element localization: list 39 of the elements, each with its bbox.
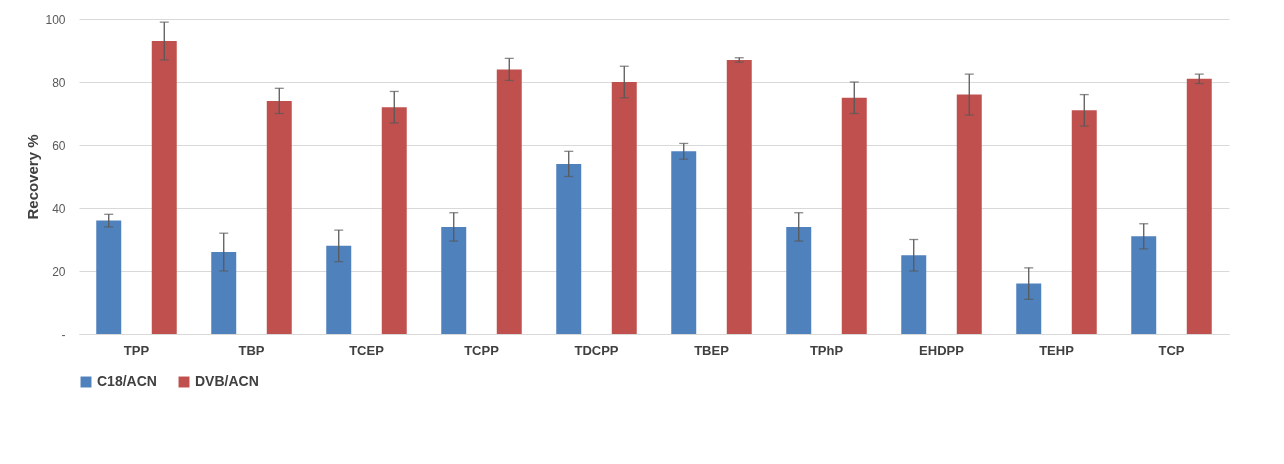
bar	[96, 220, 122, 334]
bar	[956, 94, 982, 334]
y-tick-label: 40	[52, 201, 66, 216]
y-tick-label: -	[61, 327, 66, 342]
legend-label: DVB/ACN	[195, 373, 259, 389]
legend-label: C18/ACN	[97, 373, 157, 389]
x-tick-label: TDCPP	[574, 342, 619, 358]
x-tick-label: TCEP	[349, 342, 385, 358]
bar	[496, 69, 522, 334]
y-tick-label: 80	[52, 75, 66, 90]
x-tick-label: TEHP	[1039, 342, 1075, 358]
bar	[266, 100, 292, 334]
bar	[1131, 236, 1157, 334]
bar	[901, 255, 927, 334]
bar	[726, 59, 752, 334]
y-tick-label: 60	[52, 138, 66, 153]
x-tick-label: TCP	[1158, 342, 1185, 358]
x-tick-label: TCPP	[464, 342, 500, 358]
bar	[1186, 78, 1212, 334]
bar	[1071, 110, 1097, 334]
bar	[841, 97, 867, 334]
bar	[441, 226, 467, 334]
x-tick-label: TPhP	[809, 342, 844, 358]
x-tick-label: TBP	[238, 342, 265, 358]
x-tick-label: EHDPP	[919, 342, 965, 358]
bar	[151, 41, 177, 334]
y-tick-label: 100	[45, 12, 66, 27]
y-axis-title: Recovery %	[24, 134, 42, 220]
bar	[786, 226, 812, 334]
bar	[1016, 283, 1042, 334]
y-tick-label: 20	[52, 264, 66, 279]
bar	[381, 107, 407, 334]
bar	[326, 245, 352, 334]
bar	[611, 82, 637, 334]
x-tick-label: TPP	[123, 342, 150, 358]
x-tick-label: TBEP	[694, 342, 730, 358]
bar	[211, 252, 237, 334]
bar	[671, 151, 697, 334]
bar	[556, 163, 582, 334]
